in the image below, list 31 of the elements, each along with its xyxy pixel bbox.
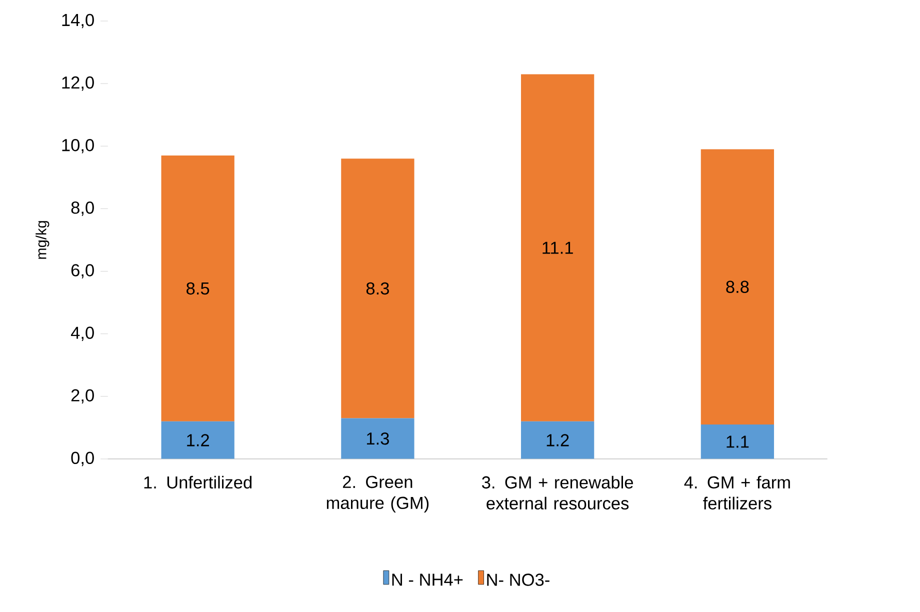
bar bbox=[700, 149, 774, 425]
data-label: 8.8 bbox=[726, 280, 749, 294]
x-tick-label: 3. GM + renewable external resources bbox=[482, 476, 634, 510]
data-label: 1.3 bbox=[366, 432, 389, 445]
x-tick-label: 1. Unfertilized bbox=[144, 476, 252, 489]
data-label: 8.5 bbox=[186, 282, 210, 295]
data-label: 1.2 bbox=[187, 434, 209, 446]
x-tick-label: 4. GM + farm fertilizers bbox=[684, 476, 790, 510]
bar bbox=[341, 158, 414, 418]
bar bbox=[521, 74, 594, 422]
y-tick-label: 4,0 bbox=[70, 326, 94, 342]
y-axis-title: mg/kg bbox=[36, 221, 50, 260]
bar bbox=[161, 422, 234, 460]
bar bbox=[161, 156, 234, 422]
data-label: 8.3 bbox=[366, 282, 389, 295]
legend-label: N- NO3- bbox=[487, 574, 550, 586]
bar bbox=[700, 424, 774, 460]
bar bbox=[341, 418, 414, 460]
x-tick-label: 2. Green manure (GM) bbox=[326, 476, 429, 513]
y-tick-label: 12,0 bbox=[62, 76, 94, 91]
y-tick-label: 10,0 bbox=[62, 139, 94, 154]
y-tick-label: 14,0 bbox=[62, 14, 94, 28]
y-tick-label: 0,0 bbox=[71, 452, 94, 466]
bar bbox=[521, 422, 594, 460]
data-label: 1.1 bbox=[726, 436, 749, 448]
data-label: 11.1 bbox=[542, 242, 573, 254]
legend-label: N - NH4+ bbox=[392, 574, 463, 586]
y-tick-label: 6,0 bbox=[71, 264, 94, 279]
data-label: 1.2 bbox=[546, 434, 569, 446]
y-tick-label: 2,0 bbox=[71, 389, 94, 404]
y-tick-label: 8,0 bbox=[71, 202, 94, 216]
